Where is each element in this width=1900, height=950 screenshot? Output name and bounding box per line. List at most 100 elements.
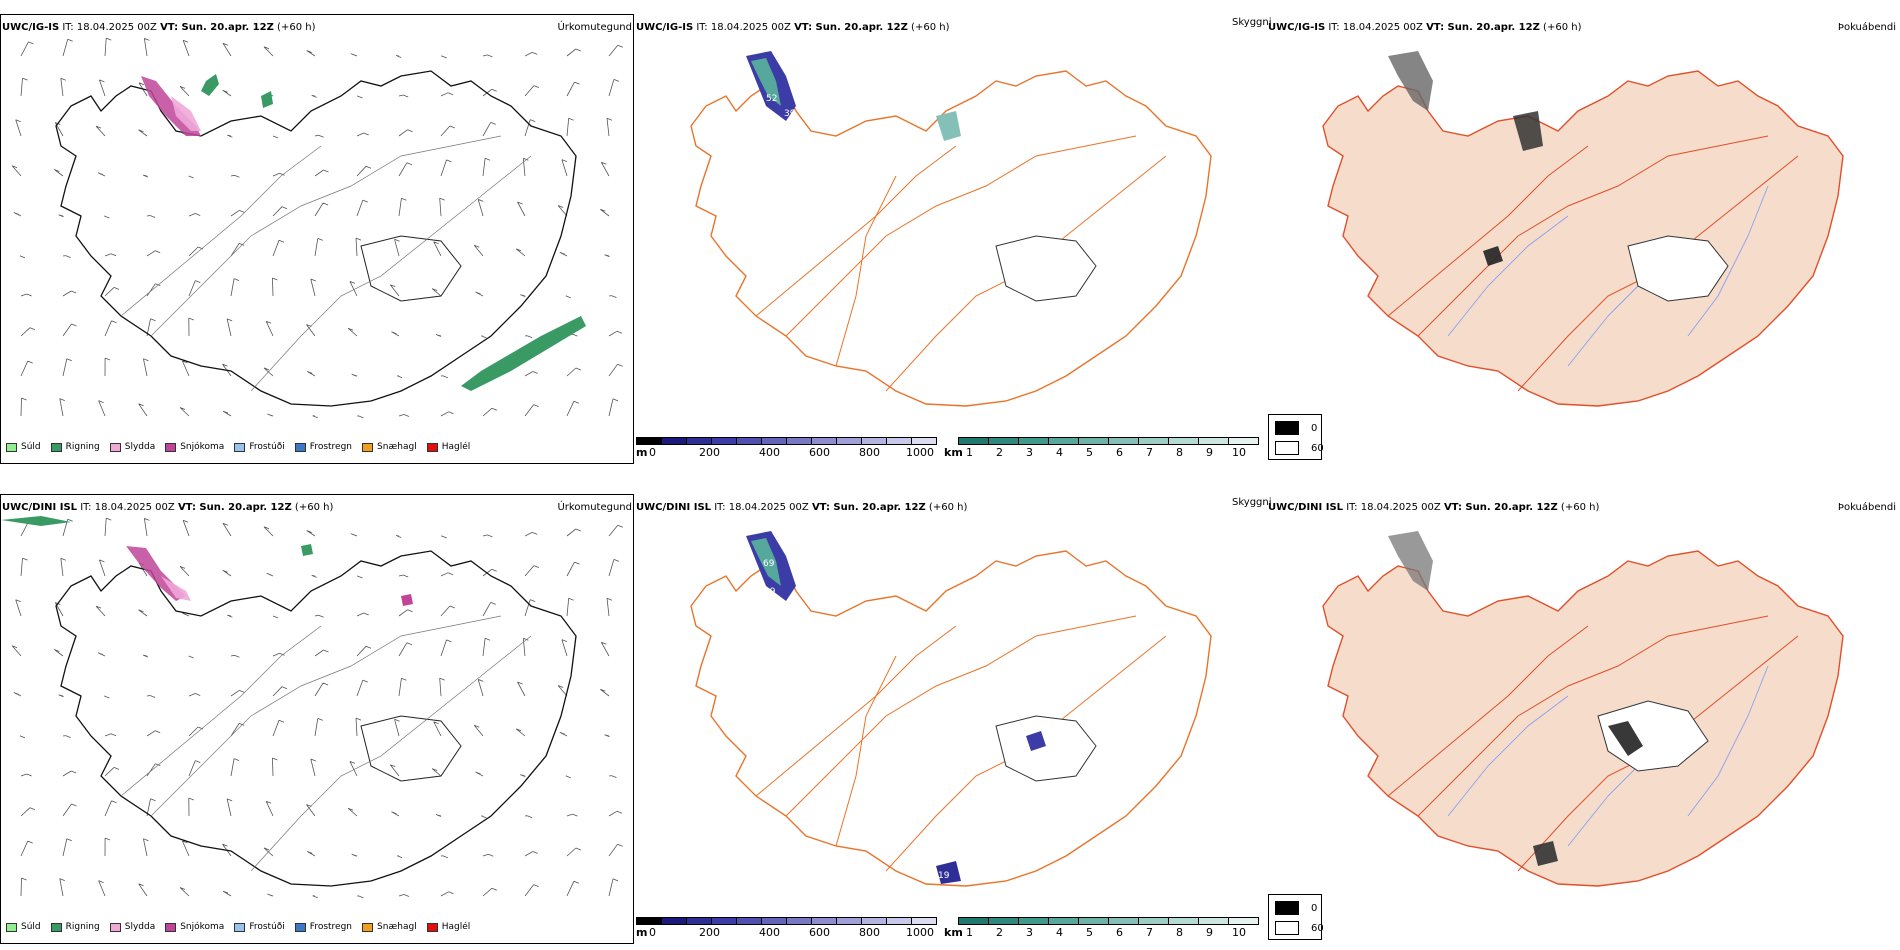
legend-item-drizzle: Súld (6, 922, 41, 932)
elevation-tick: 200 (699, 926, 720, 939)
visibility-tick: 4 (1056, 446, 1063, 459)
legend-item-rain: Rigning (50, 442, 100, 452)
visibility-colorbar-swatch (1198, 917, 1229, 925)
glacier-outline (360, 235, 462, 302)
visibility-colorbar-swatch (1018, 917, 1049, 925)
elevation-colorbar-swatch (711, 917, 737, 925)
fog-key: 0 60 (1268, 894, 1324, 940)
elevation-colorbar-swatch (711, 437, 737, 445)
elevation-tick: 1000 (906, 446, 934, 459)
legend-swatch (234, 442, 246, 452)
visibility-tick: 9 (1206, 926, 1213, 939)
fog-key-swatch (1275, 441, 1299, 455)
visibility-colorbar-swatch (1168, 437, 1199, 445)
lead-time: (+60 h) (277, 22, 316, 33)
elevation-colorbar: m 0 200 400 600 800 1000 (636, 917, 937, 945)
precip-panel-title: Úrkomutegund (557, 22, 632, 33)
visibility-panel-header: UWC/DINI ISL IT: 18.04.2025 00Z VT: Sun.… (636, 502, 968, 513)
elevation-colorbar-swatch (811, 917, 837, 925)
elevation-colorbar-swatch (636, 437, 662, 445)
fog-panel-header: UWC/DINI ISL IT: 18.04.2025 00Z VT: Sun.… (1268, 502, 1600, 513)
precip-panel-frame (0, 14, 634, 464)
visibility-unit: km (944, 926, 963, 939)
visibility-colorbar-swatch (1138, 917, 1169, 925)
elevation-colorbar-swatch (861, 437, 887, 445)
valid-time: VT: Sun. 20.apr. 12Z (160, 22, 274, 33)
legend-item-freezing-drizzle: Frostúði (234, 922, 285, 932)
elevation-colorbar-swatch (761, 917, 787, 925)
visibility-map: 69 29 19 (690, 531, 1212, 887)
precip-type-map (11, 37, 623, 419)
legend-item-sleet: Slydda (109, 442, 155, 452)
visibility-tick: 2 (996, 446, 1003, 459)
visibility-colorbar-swatch (1108, 917, 1139, 925)
visibility-tick: 6 (1116, 926, 1123, 939)
precip-panel-title: Úrkomutegund (557, 502, 632, 513)
visibility-panel-title: Skyggni (1232, 17, 1272, 28)
legend-item-snow: Snjókoma (165, 442, 224, 452)
visibility-colorbar-swatch (958, 917, 989, 925)
visibility-map: 52 39 (690, 51, 1212, 407)
elevation-colorbar-swatch (911, 437, 937, 445)
legend-swatch (50, 442, 62, 452)
elevation-tick: 1000 (906, 926, 934, 939)
visibility-tick: 5 (1086, 926, 1093, 939)
visibility-tick: 8 (1176, 446, 1183, 459)
iceland-outline (55, 70, 577, 407)
elevation-colorbar-swatch (836, 917, 862, 925)
visibility-tick: 9 (1206, 446, 1213, 459)
legend-swatch (165, 922, 177, 932)
elevation-colorbar-swatch (811, 437, 837, 445)
elevation-colorbar-swatch (786, 437, 812, 445)
precip-panel-frame (0, 494, 634, 944)
visibility-tick: 3 (1026, 926, 1033, 939)
elevation-colorbar: m 0 200 400 600 800 1000 (636, 437, 937, 465)
elevation-tick: 600 (809, 446, 830, 459)
legend-item-snow: Snjókoma (165, 922, 224, 932)
visibility-tick: 8 (1176, 926, 1183, 939)
elevation-colorbar-swatch (861, 917, 887, 925)
visibility-colorbar-swatch (1228, 917, 1259, 925)
visibility-colorbar-swatch (988, 437, 1019, 445)
elevation-tick: 400 (759, 926, 780, 939)
visibility-colorbar-swatch (1018, 437, 1049, 445)
elevation-colorbar-swatch (886, 917, 912, 925)
elevation-colorbar-swatch (911, 917, 937, 925)
fog-map (1322, 531, 1844, 887)
rain-areas (201, 74, 586, 391)
elevation-unit: m (636, 446, 648, 459)
visibility-panel-title: Skyggni (1232, 497, 1272, 508)
legend-item-sleet: Slydda (109, 922, 155, 932)
visibility-tick: 5 (1086, 446, 1093, 459)
legend-swatch (362, 442, 374, 452)
elevation-colorbar-swatch (886, 437, 912, 445)
elevation-unit: m (636, 926, 648, 939)
legend-item-hail: Haglél (426, 922, 470, 932)
legend-item-snow-pellets: Snæhagl (362, 922, 417, 932)
visibility-colorbar-swatch (988, 917, 1019, 925)
visibility-colorbar-swatch (1198, 437, 1229, 445)
visibility-colorbar-swatch (1108, 437, 1139, 445)
legend-swatch (426, 922, 438, 932)
visibility-colorbar-swatch (1228, 437, 1259, 445)
precip-legend: Súld Rigning Slydda Snjókoma Frostúði Fr… (6, 922, 480, 932)
elevation-colorbar-swatch (661, 437, 687, 445)
visibility-tick: 6 (1116, 446, 1123, 459)
svg-text:52: 52 (766, 94, 777, 104)
visibility-tick: 4 (1056, 926, 1063, 939)
visibility-colorbar-swatch (1078, 917, 1109, 925)
svg-text:29: 29 (764, 587, 776, 597)
fog-key-item: 0 (1275, 901, 1317, 915)
legend-swatch (362, 922, 374, 932)
fog-key-swatch (1275, 921, 1299, 935)
legend-item-hail: Haglél (426, 442, 470, 452)
elevation-colorbar-swatch (761, 437, 787, 445)
svg-text:19: 19 (938, 871, 950, 881)
legend-swatch (50, 922, 62, 932)
precip-panel-header: UWC/IG-IS IT: 18.04.2025 00Z VT: Sun. 20… (2, 22, 315, 34)
elevation-colorbar-swatch (636, 917, 662, 925)
elevation-colorbar-swatch (736, 437, 762, 445)
fog-key-swatch (1275, 421, 1299, 435)
visibility-tick: 7 (1146, 446, 1153, 459)
visibility-tick: 1 (966, 446, 973, 459)
